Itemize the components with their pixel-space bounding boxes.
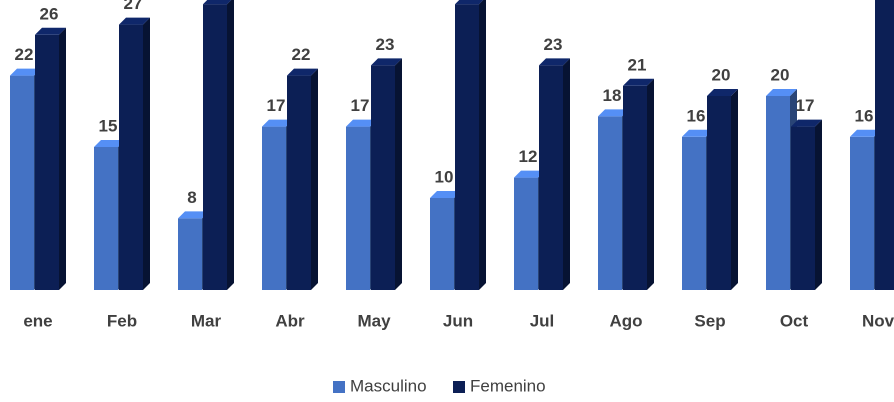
bar [430, 198, 454, 290]
data-label: 8 [187, 188, 196, 207]
bar-top [707, 89, 738, 96]
bar-top [850, 129, 881, 137]
bar-top [119, 17, 150, 25]
legend-label: Femenino [470, 376, 546, 395]
bar-top [10, 68, 41, 76]
data-label: 23 [544, 35, 563, 54]
bar [371, 65, 395, 291]
bar-side [647, 78, 654, 290]
bar-top [430, 191, 461, 198]
x-tick-label: Mar [191, 311, 222, 330]
x-tick-label: ene [23, 311, 52, 330]
bar [850, 136, 874, 290]
bar [875, 0, 894, 290]
bar-top [346, 119, 377, 127]
x-tick-label: Abr [275, 311, 305, 330]
x-tick-label: Oct [780, 311, 809, 330]
bar-top [94, 140, 125, 147]
x-tick-label: Feb [107, 311, 137, 330]
bar [287, 75, 311, 290]
bar-side [311, 68, 318, 290]
bar [791, 126, 815, 290]
x-tick-label: Jul [530, 311, 555, 330]
bar [119, 24, 143, 290]
bar-side [227, 0, 234, 290]
data-label: 27 [124, 0, 143, 13]
bar-side [479, 0, 486, 290]
bar [35, 34, 59, 290]
data-label: 20 [771, 65, 790, 84]
x-tick-label: Ago [609, 311, 642, 330]
bar-side [563, 58, 570, 291]
bar-top [203, 0, 232, 5]
bar-top [514, 170, 545, 178]
bar-top [598, 109, 629, 117]
bar [682, 136, 706, 290]
data-label: 21 [628, 55, 647, 74]
bar-top [371, 58, 402, 66]
bar-top [766, 89, 797, 96]
bar-top [682, 129, 713, 137]
data-label: 17 [351, 96, 370, 115]
bar [623, 85, 647, 290]
legend-label: Masculino [350, 376, 427, 395]
bar-side [815, 119, 822, 290]
bar [203, 4, 227, 290]
bar [514, 177, 538, 290]
bar-top [262, 119, 293, 127]
x-tick-label: May [357, 311, 391, 330]
legend-swatch [333, 381, 345, 393]
legend-swatch [453, 381, 465, 393]
data-label: 16 [855, 106, 874, 125]
data-label: 23 [376, 35, 395, 54]
x-tick-label: Sep [694, 311, 725, 330]
x-tick-label: Nov [862, 311, 894, 330]
bar [766, 96, 790, 290]
data-label: 15 [99, 116, 118, 135]
bar-side [731, 89, 738, 290]
bar-top [539, 58, 570, 66]
data-label: 16 [687, 106, 706, 125]
bar-top [455, 0, 484, 5]
data-label: 26 [40, 4, 59, 23]
bar [455, 4, 479, 290]
bar-top [287, 68, 318, 76]
data-label: 10 [435, 167, 454, 186]
x-tick-label: Jun [443, 311, 473, 330]
bar-side [395, 58, 402, 291]
bar-side [59, 27, 66, 291]
bar [178, 218, 202, 290]
data-label: 22 [15, 45, 34, 64]
bar [262, 126, 286, 290]
data-label: 22 [292, 45, 311, 64]
data-label: 17 [796, 96, 815, 115]
data-label: 17 [267, 96, 286, 115]
bar [598, 116, 622, 291]
bar-top [791, 119, 822, 127]
data-label: 18 [603, 86, 622, 105]
bar-top [35, 27, 66, 35]
bar [539, 65, 563, 291]
bar [346, 126, 370, 290]
bar [94, 147, 118, 290]
bar [707, 96, 731, 290]
data-label: 20 [712, 65, 731, 84]
bar [10, 75, 34, 290]
bar-top [623, 78, 654, 86]
bar-side [143, 17, 150, 290]
bar-top [178, 211, 209, 219]
data-label: 12 [519, 147, 538, 166]
